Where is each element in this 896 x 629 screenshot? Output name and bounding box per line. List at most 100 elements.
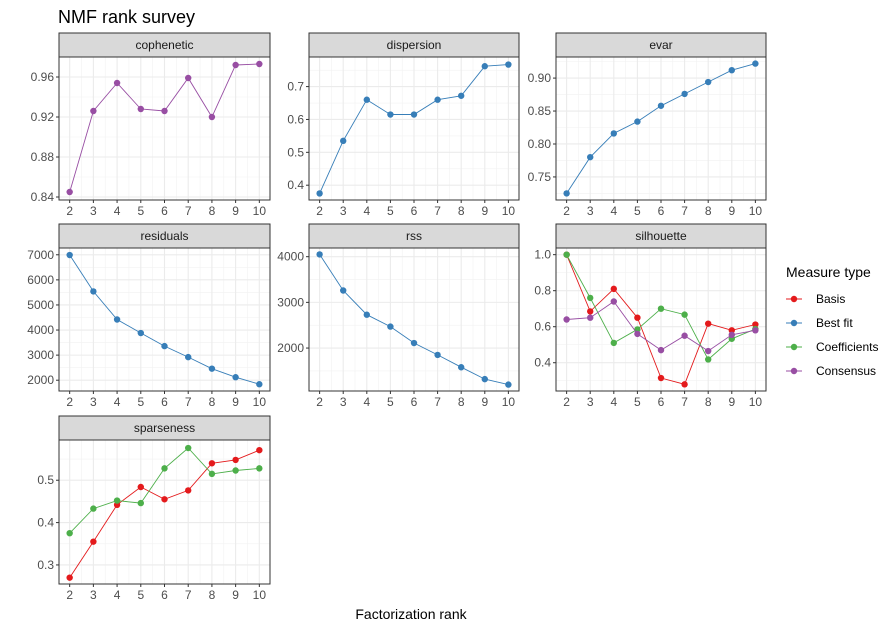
data-point xyxy=(66,529,73,537)
data-point xyxy=(505,381,512,388)
y-tick-label: 7000 xyxy=(27,248,54,262)
x-tick-label: 3 xyxy=(90,588,97,602)
x-tick-label: 5 xyxy=(137,204,144,218)
data-point xyxy=(113,316,121,323)
data-point xyxy=(563,251,570,258)
data-point xyxy=(610,130,618,137)
data-point xyxy=(634,314,641,321)
data-point xyxy=(728,66,735,74)
facet-strip-label: silhouette xyxy=(635,229,687,243)
x-tick-label: 2 xyxy=(66,204,73,218)
y-tick-label: 0.7 xyxy=(287,80,304,94)
x-tick-label: 3 xyxy=(587,204,594,218)
legend-items: Basis Best fit Coefficients Consensus xyxy=(786,292,878,378)
data-point xyxy=(185,444,192,452)
x-tick-label: 4 xyxy=(610,395,617,409)
series-consensus xyxy=(563,298,759,355)
data-point xyxy=(185,74,192,82)
series-basis xyxy=(563,251,759,388)
x-tick-label: 10 xyxy=(749,395,763,409)
data-point xyxy=(137,483,144,491)
data-point xyxy=(587,308,594,315)
data-point xyxy=(208,470,216,478)
x-tick-label: 3 xyxy=(340,204,347,218)
data-point xyxy=(363,96,371,103)
x-tick-label: 7 xyxy=(434,204,441,218)
data-point xyxy=(256,446,263,454)
data-point xyxy=(161,465,168,472)
data-point xyxy=(256,60,263,68)
y-tick-label: 0.3 xyxy=(37,558,54,572)
facet-strip-label: rss xyxy=(406,229,422,243)
y-tick-label: 1.0 xyxy=(534,248,551,262)
x-tick-label: 2 xyxy=(316,395,323,409)
x-tick-label: 7 xyxy=(681,395,688,409)
y-tick-label: 0.84 xyxy=(31,190,55,204)
x-axis-title: Factorization rank xyxy=(355,606,467,622)
series-consensus xyxy=(66,60,263,196)
facet-strip-label: cophenetic xyxy=(135,38,193,52)
data-point xyxy=(634,330,641,338)
data-point xyxy=(587,294,594,302)
y-tick-label: 0.5 xyxy=(37,473,54,487)
series-best-fit xyxy=(66,251,263,388)
data-point xyxy=(232,467,239,474)
facet-strip xyxy=(58,415,271,441)
legend-key-point xyxy=(790,319,798,327)
x-tick-label: 7 xyxy=(434,395,441,409)
y-tick-label: 0.5 xyxy=(287,145,304,159)
x-tick-label: 3 xyxy=(340,395,347,409)
legend-key-point xyxy=(790,295,798,303)
x-tick-label: 9 xyxy=(481,204,488,218)
data-point xyxy=(387,111,394,118)
data-point xyxy=(113,497,121,504)
data-point xyxy=(457,92,465,99)
x-tick-label: 9 xyxy=(481,395,488,409)
x-tick-label: 7 xyxy=(185,588,192,602)
series-best-fit xyxy=(316,251,512,388)
y-tick-label: 2000 xyxy=(27,373,54,387)
x-tick-label: 2 xyxy=(316,204,323,218)
x-tick-label: 9 xyxy=(728,204,735,218)
data-point xyxy=(681,332,688,339)
x-tick-label: 10 xyxy=(749,204,763,218)
data-point xyxy=(66,574,73,581)
x-tick-label: 10 xyxy=(502,204,516,218)
data-point xyxy=(634,118,641,125)
data-point xyxy=(752,60,759,67)
x-tick-label: 9 xyxy=(232,588,239,602)
x-tick-label: 2 xyxy=(563,204,570,218)
data-point xyxy=(563,316,570,323)
data-point xyxy=(256,381,263,388)
data-point xyxy=(587,153,594,161)
data-point xyxy=(137,329,144,337)
legend-title: Measure type xyxy=(786,264,871,280)
data-point xyxy=(208,460,216,467)
x-tick-label: 3 xyxy=(90,204,97,218)
data-point xyxy=(66,251,73,259)
facet-silhouette: silhouette 0.4 0.6 0.8 1.0 2 3 4 5 6 7 8 9 10 xyxy=(534,223,767,409)
data-point xyxy=(563,190,570,197)
data-point xyxy=(316,251,323,258)
data-point xyxy=(185,487,192,494)
series-coefficients xyxy=(563,251,759,363)
data-point xyxy=(587,314,594,321)
facet-strip xyxy=(555,223,767,249)
series-best-fit xyxy=(563,60,759,197)
figure-title: NMF rank survey xyxy=(58,7,195,27)
x-tick-label: 8 xyxy=(458,395,465,409)
legend-item-coefficients: Coefficients xyxy=(786,340,878,354)
x-tick-label: 10 xyxy=(253,588,267,602)
data-point xyxy=(387,323,394,330)
facet-cophenetic: cophenetic 0.84 0.88 0.92 0.96 2 3 4 5 6 7 8 9 10 xyxy=(31,32,271,218)
data-point xyxy=(457,364,465,371)
facet-strip xyxy=(58,223,271,249)
x-tick-label: 5 xyxy=(387,204,394,218)
data-point xyxy=(752,327,759,334)
x-tick-label: 6 xyxy=(411,395,418,409)
data-point xyxy=(610,298,618,305)
data-point xyxy=(161,107,168,115)
data-point xyxy=(610,339,618,347)
facet-dispersion: dispersion 0.4 0.5 0.6 0.7 2 3 4 5 6 7 8 9 10 xyxy=(287,32,520,218)
